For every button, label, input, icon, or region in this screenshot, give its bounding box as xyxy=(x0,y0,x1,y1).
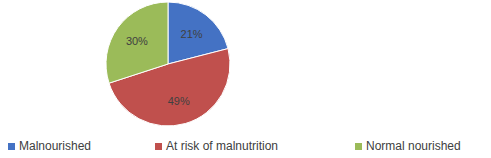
legend-label: At risk of malnutrition xyxy=(166,139,278,153)
chart: 21% 49% 30% Malnourished At risk of malnutri… xyxy=(0,0,491,158)
legend-swatch xyxy=(155,143,162,150)
legend-swatch xyxy=(355,143,362,150)
legend-label: Normal nourished xyxy=(366,139,461,153)
slice xyxy=(106,2,168,83)
data-labels: 21% 49% 30% xyxy=(126,28,203,107)
data-label: 30% xyxy=(126,35,148,47)
data-label: 49% xyxy=(168,95,190,107)
legend-label: Malnourished xyxy=(19,139,91,153)
data-label: 21% xyxy=(181,28,203,40)
legend: Malnourished At risk of malnutrition Norma… xyxy=(8,139,461,153)
legend-swatch xyxy=(8,143,15,150)
slices xyxy=(106,2,230,126)
